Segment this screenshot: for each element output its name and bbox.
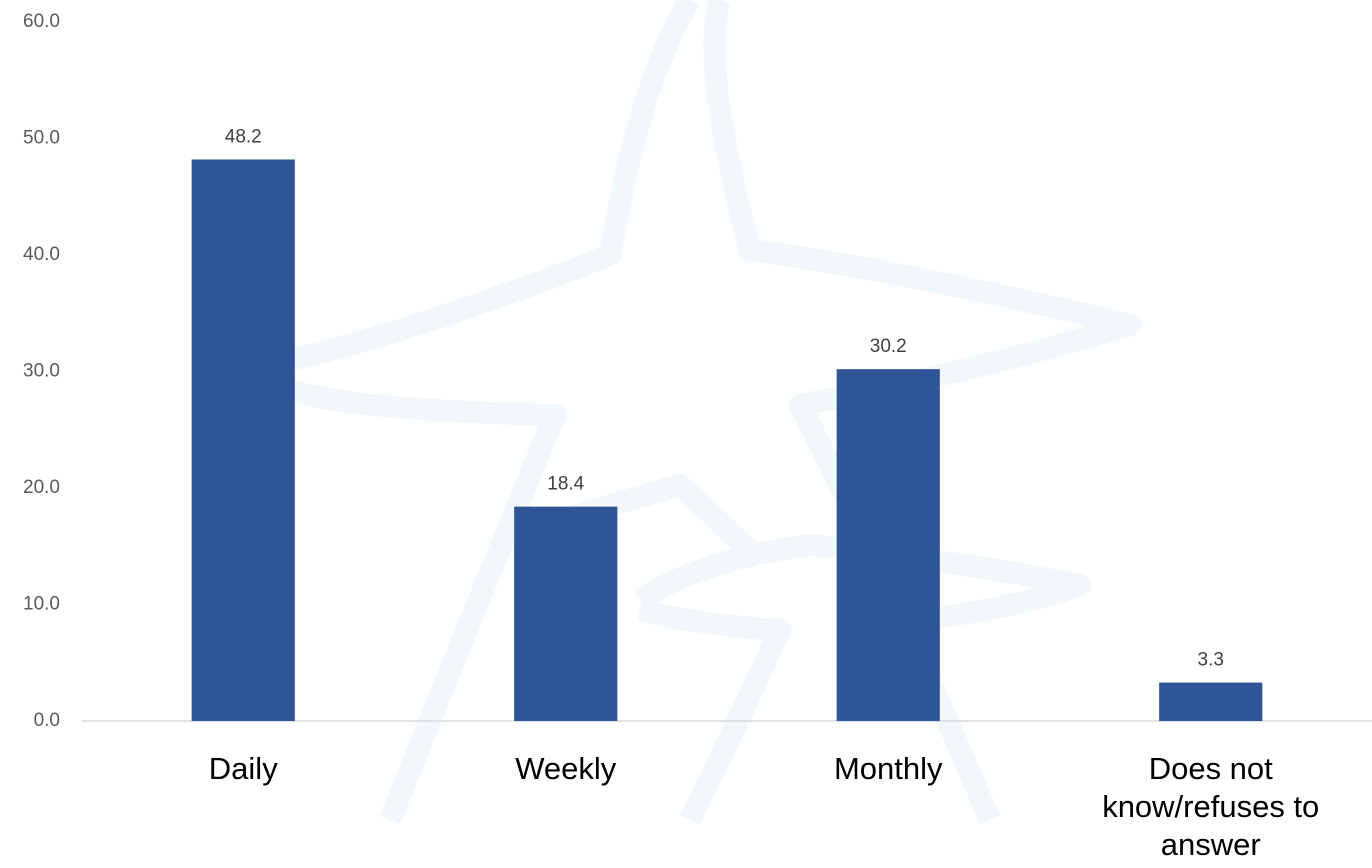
- y-tick-label: 40.0: [23, 244, 60, 265]
- bar: [514, 507, 617, 721]
- y-tick-label: 0.0: [34, 710, 60, 731]
- x-tick-label: Daily: [113, 750, 373, 788]
- value-label: 3.3: [1198, 650, 1224, 671]
- y-tick-label: 60.0: [23, 11, 60, 32]
- watermark: [290, 0, 1130, 820]
- y-tick-label: 20.0: [23, 477, 60, 498]
- value-label: 18.4: [547, 474, 584, 495]
- x-tick-label: Does not know/refuses to answer: [1081, 750, 1341, 864]
- value-label: 30.2: [870, 336, 907, 357]
- x-tick-label: Weekly: [436, 750, 696, 788]
- bar: [1159, 683, 1262, 721]
- value-label: 48.2: [225, 126, 262, 147]
- chart-page: 0.0 10.0 20.0 30.0 40.0 50.0 60.0 48.2 18.4 30.2 3…: [0, 0, 1372, 868]
- bar: [837, 369, 940, 721]
- chart: 0.0 10.0 20.0 30.0 40.0 50.0 60.0 48.2 18.4 30.2 3…: [0, 0, 1372, 868]
- y-tick-label: 30.0: [23, 361, 60, 382]
- y-tick-label: 10.0: [23, 594, 60, 615]
- y-tick-label: 50.0: [23, 128, 60, 149]
- x-tick-label: Monthly: [758, 750, 1018, 788]
- bar: [192, 159, 295, 721]
